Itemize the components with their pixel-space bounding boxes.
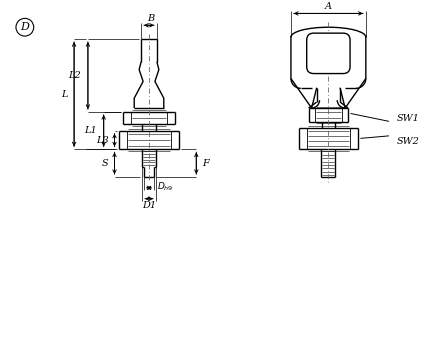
Text: S: S xyxy=(102,159,109,168)
Text: A: A xyxy=(325,2,332,11)
Text: SW1: SW1 xyxy=(396,115,419,123)
Text: L1: L1 xyxy=(84,126,97,135)
Text: $D_{h9}$: $D_{h9}$ xyxy=(157,181,174,193)
Text: F: F xyxy=(202,159,209,168)
Text: L3: L3 xyxy=(96,136,109,144)
Text: D1: D1 xyxy=(142,201,156,210)
Text: SW2: SW2 xyxy=(396,137,419,146)
Text: L2: L2 xyxy=(68,71,81,80)
Text: D: D xyxy=(20,22,29,32)
FancyBboxPatch shape xyxy=(307,33,350,74)
Text: L: L xyxy=(61,90,67,99)
Text: B: B xyxy=(147,14,154,23)
